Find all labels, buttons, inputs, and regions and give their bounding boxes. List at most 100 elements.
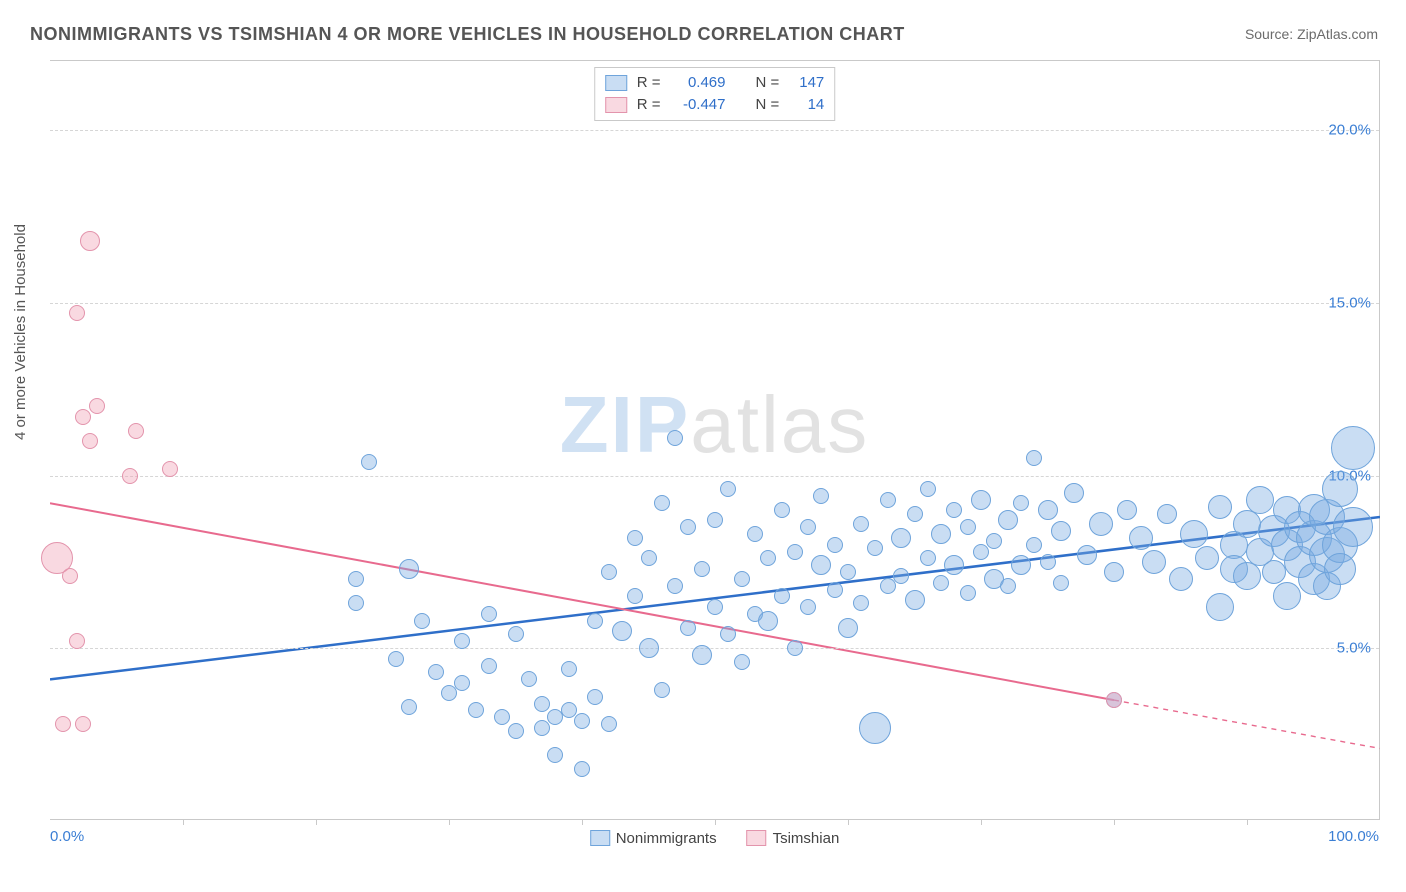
data-point xyxy=(667,430,683,446)
data-point xyxy=(639,638,659,658)
data-point xyxy=(720,481,736,497)
data-point xyxy=(1169,567,1193,591)
data-point xyxy=(561,661,577,677)
data-point xyxy=(574,713,590,729)
data-point xyxy=(1104,562,1124,582)
x-tick-mark xyxy=(449,819,450,825)
data-point xyxy=(1013,495,1029,511)
data-point xyxy=(853,516,869,532)
stats-legend-row-1: R = 0.469 N = 147 xyxy=(605,72,825,94)
data-point xyxy=(859,712,891,744)
data-point xyxy=(481,606,497,622)
data-point xyxy=(587,613,603,629)
data-point xyxy=(787,640,803,656)
data-point xyxy=(1180,520,1208,548)
series-legend: Nonimmigrants Tsimshian xyxy=(590,830,840,847)
data-point xyxy=(720,626,736,642)
data-point xyxy=(162,461,178,477)
data-point xyxy=(800,599,816,615)
data-point xyxy=(853,595,869,611)
data-point xyxy=(811,555,831,575)
source-name: ZipAtlas.com xyxy=(1297,26,1378,42)
data-point xyxy=(998,510,1018,530)
data-point xyxy=(667,578,683,594)
data-point xyxy=(920,550,936,566)
data-point xyxy=(1026,537,1042,553)
data-point xyxy=(1011,555,1031,575)
data-point xyxy=(933,575,949,591)
data-point xyxy=(734,571,750,587)
data-point xyxy=(587,689,603,705)
data-point xyxy=(1233,510,1261,538)
data-point xyxy=(1331,426,1375,470)
y-tick-label: 20.0% xyxy=(1328,122,1371,139)
data-point xyxy=(1053,575,1069,591)
data-point xyxy=(1195,546,1219,570)
data-point xyxy=(521,671,537,687)
data-point xyxy=(428,664,444,680)
data-point xyxy=(692,645,712,665)
data-point xyxy=(800,519,816,535)
data-point xyxy=(960,519,976,535)
data-point xyxy=(80,231,100,251)
data-point xyxy=(827,537,843,553)
data-point xyxy=(654,495,670,511)
data-point xyxy=(760,550,776,566)
data-point xyxy=(734,654,750,670)
data-point xyxy=(694,561,710,577)
chart-title: NONIMMIGRANTS VS TSIMSHIAN 4 OR MORE VEH… xyxy=(30,24,905,45)
data-point xyxy=(1324,553,1356,585)
data-point xyxy=(534,696,550,712)
data-point xyxy=(838,618,858,638)
stat-value-r-2: -0.447 xyxy=(671,94,726,116)
data-point xyxy=(75,409,91,425)
stat-label-r: R = xyxy=(637,72,661,94)
data-point xyxy=(1322,471,1358,507)
data-point xyxy=(1026,450,1042,466)
data-point xyxy=(891,528,911,548)
data-point xyxy=(986,533,1002,549)
data-point xyxy=(441,685,457,701)
data-point xyxy=(69,633,85,649)
legend-swatch-icon xyxy=(747,830,767,846)
data-point xyxy=(601,716,617,732)
data-point xyxy=(75,716,91,732)
data-point xyxy=(494,709,510,725)
x-tick-mark xyxy=(183,819,184,825)
data-point xyxy=(508,723,524,739)
data-point xyxy=(840,564,856,580)
x-tick-mark xyxy=(848,819,849,825)
data-point xyxy=(880,492,896,508)
data-point xyxy=(813,488,829,504)
data-point xyxy=(1129,526,1153,550)
data-point xyxy=(1077,545,1097,565)
data-point xyxy=(1064,483,1084,503)
data-point xyxy=(747,526,763,542)
stat-label-n: N = xyxy=(756,72,780,94)
data-point xyxy=(1208,495,1232,519)
data-point xyxy=(1206,593,1234,621)
data-point xyxy=(1262,560,1286,584)
x-tick-mark xyxy=(981,819,982,825)
x-axis-label-max: 100.0% xyxy=(1328,828,1379,845)
source-attribution: Source: ZipAtlas.com xyxy=(1245,26,1378,42)
x-tick-mark xyxy=(1247,819,1248,825)
source-label: Source: xyxy=(1245,26,1297,42)
data-point xyxy=(69,305,85,321)
x-tick-mark xyxy=(715,819,716,825)
data-point xyxy=(454,675,470,691)
data-point xyxy=(534,720,550,736)
stat-label-r: R = xyxy=(637,94,661,116)
data-point xyxy=(122,468,138,484)
data-point xyxy=(627,530,643,546)
data-point xyxy=(1142,550,1166,574)
data-point xyxy=(401,699,417,715)
gridline-h xyxy=(50,476,1379,477)
legend-label: Nonimmigrants xyxy=(616,830,717,847)
data-point xyxy=(787,544,803,560)
data-point xyxy=(508,626,524,642)
data-point xyxy=(399,559,419,579)
data-point xyxy=(907,506,923,522)
stat-value-n-2: 14 xyxy=(789,94,824,116)
data-point xyxy=(905,590,925,610)
